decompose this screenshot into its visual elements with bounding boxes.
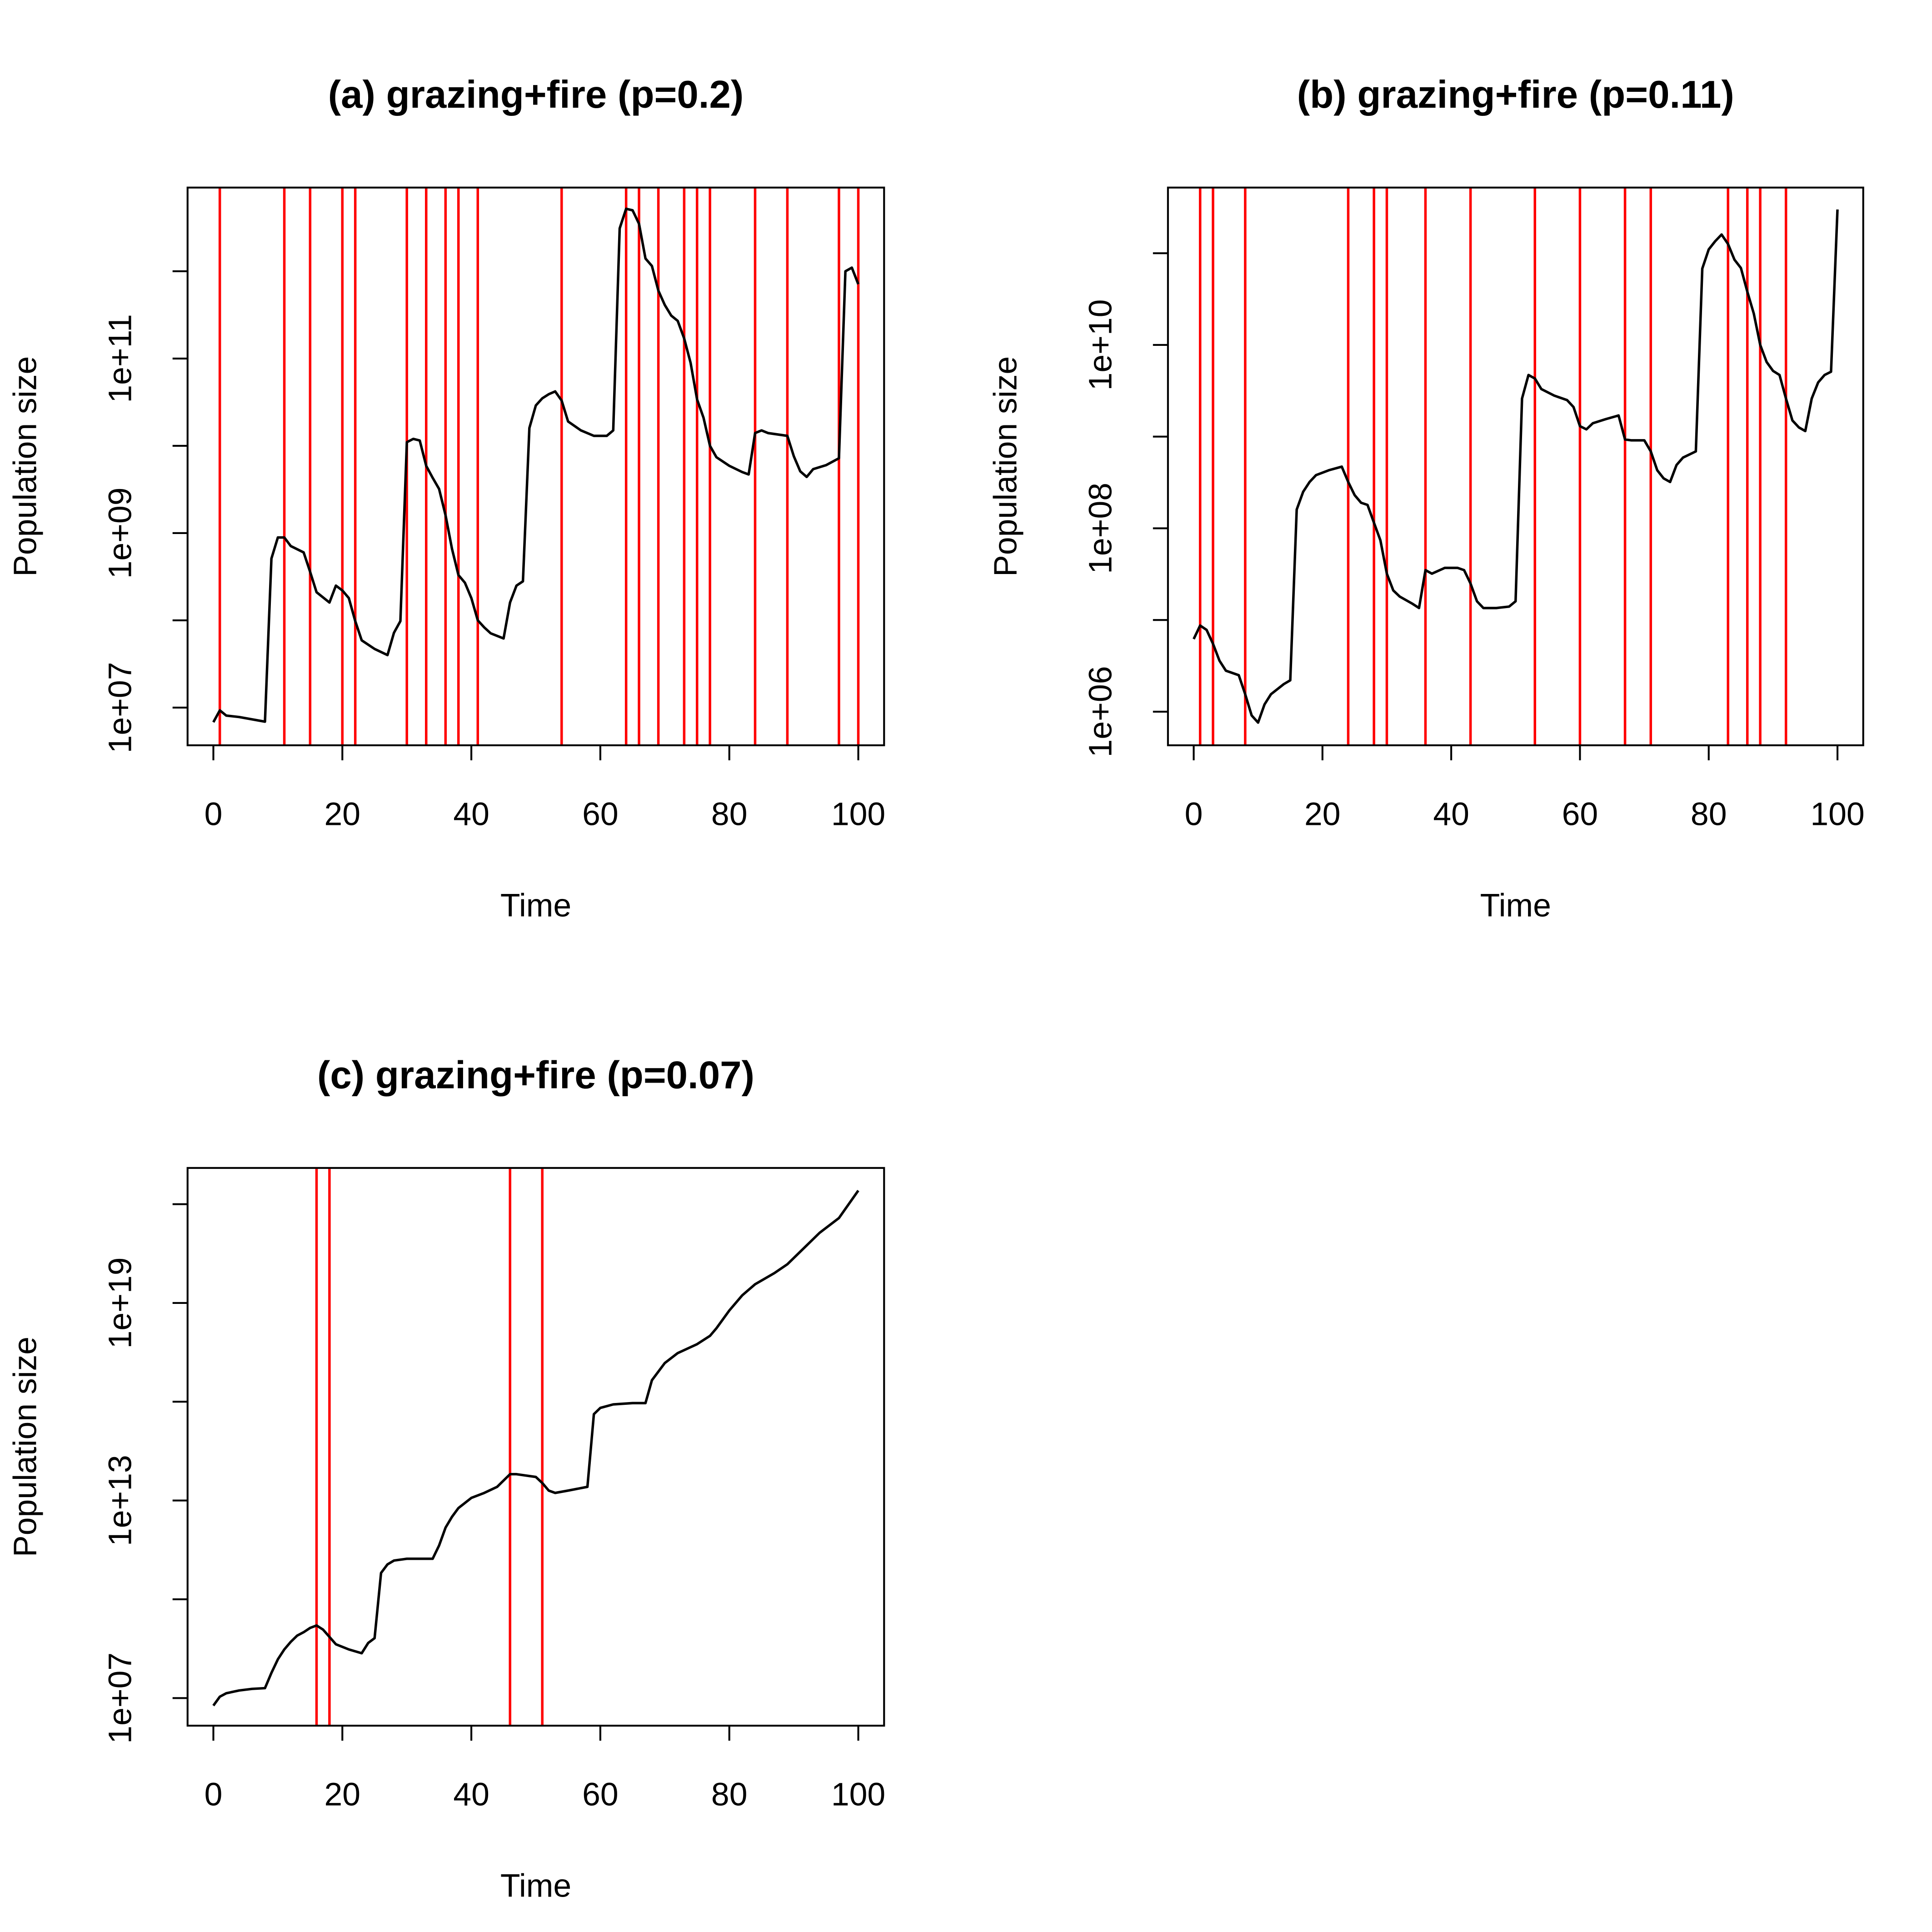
y-tick-label: 1e+07 xyxy=(102,662,139,754)
plot-frame xyxy=(186,1167,885,1727)
x-tick-label: 100 xyxy=(1810,796,1864,833)
x-tick-label: 40 xyxy=(1433,796,1469,833)
x-axis-label: Time xyxy=(1480,887,1551,924)
x-tick-label: 20 xyxy=(324,796,361,833)
y-axis-label: Population size xyxy=(988,356,1024,577)
population-line xyxy=(212,1189,859,1707)
y-tick-label: 1e+08 xyxy=(1083,483,1119,574)
y-axis-label: Population size xyxy=(7,1337,43,1557)
x-tick-label: 60 xyxy=(1562,796,1598,833)
plot-frame xyxy=(1167,186,1864,746)
x-tick-label: 60 xyxy=(582,796,619,833)
y-tick-label: 1e+10 xyxy=(1083,299,1119,390)
x-tick-label: 80 xyxy=(711,1777,748,1813)
y-tick-label: 1e+07 xyxy=(102,1652,139,1744)
x-tick-label: 100 xyxy=(831,796,885,833)
y-tick-label: 1e+13 xyxy=(102,1455,139,1546)
x-tick-label: 0 xyxy=(205,796,223,833)
x-tick-label: 20 xyxy=(1304,796,1341,833)
chart-title: (c) grazing+fire (p=0.07) xyxy=(317,1053,754,1097)
y-tick-label: 1e+19 xyxy=(102,1257,139,1348)
x-axis-label: Time xyxy=(500,887,571,924)
population-line xyxy=(1193,209,1839,724)
chart-title: (b) grazing+fire (p=0.11) xyxy=(1297,73,1734,116)
x-tick-label: 20 xyxy=(324,1777,361,1813)
y-tick-label: 1e+09 xyxy=(102,487,139,579)
x-tick-label: 40 xyxy=(453,796,489,833)
x-tick-label: 0 xyxy=(205,1777,223,1813)
y-tick-label: 1e+11 xyxy=(102,314,139,403)
plot-frame xyxy=(186,186,885,746)
x-tick-label: 60 xyxy=(582,1777,619,1813)
y-tick-label: 1e+06 xyxy=(1083,666,1119,757)
x-tick-label: 80 xyxy=(711,796,748,833)
population-line xyxy=(212,207,860,723)
x-tick-label: 100 xyxy=(831,1777,885,1813)
y-axis-label: Population size xyxy=(7,356,43,577)
x-tick-label: 80 xyxy=(1691,796,1727,833)
chart-title: (a) grazing+fire (p=0.2) xyxy=(328,73,744,116)
x-tick-label: 40 xyxy=(453,1777,489,1813)
x-axis-label: Time xyxy=(500,1868,571,1904)
x-tick-label: 0 xyxy=(1185,796,1203,833)
